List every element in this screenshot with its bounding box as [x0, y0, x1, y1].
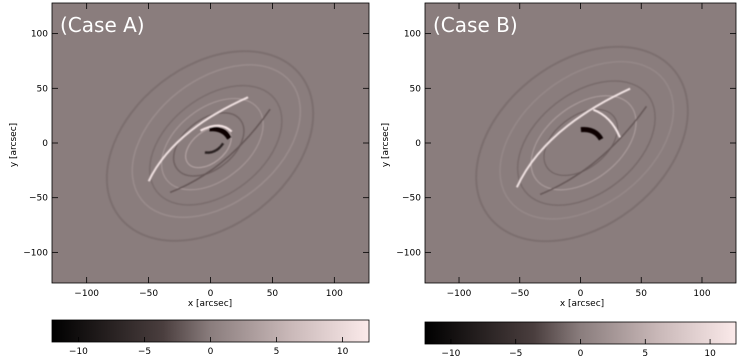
x-axis-label-a: x [arcsec] — [188, 299, 232, 309]
x-tick-label-a: 100 — [326, 289, 343, 299]
colorbar-tick-label-a: 10 — [337, 347, 349, 357]
x-axis-label-b: x [arcsec] — [560, 299, 604, 309]
x-tick-label-b: 50 — [636, 289, 648, 299]
x-tick-label-b: 0 — [578, 289, 584, 299]
x-tick-label-a: 0 — [208, 289, 214, 299]
flare-structure-b — [475, 45, 689, 243]
colorbar-ticks-b: −10 −5 0 5 10 — [441, 339, 716, 357]
y-tick-label-a: −100 — [23, 248, 48, 258]
colorbar-ticks-a: −10 −5 0 5 10 — [69, 337, 349, 357]
y-tick-label-b: 100 — [404, 30, 421, 40]
y-tick-label-b: 0 — [415, 139, 421, 149]
image-background-a — [52, 3, 369, 283]
colorbar-tick-label-b: −10 — [441, 349, 460, 357]
x-tick-label-b: 100 — [693, 289, 710, 299]
y-tick-label-a: 100 — [31, 30, 48, 40]
colorbar-b: −10 −5 0 5 10 — [424, 321, 737, 357]
panel-title-a: (Case A) — [60, 13, 145, 37]
colorbar-tick-label-b: 10 — [704, 349, 716, 357]
plot-area-a: (Case A) y [arcsec] x [arcsec] −100 −50 0 5… — [9, 2, 370, 309]
frame-b — [424, 2, 737, 284]
y-tick-label-b: 50 — [410, 84, 422, 94]
y-axis-label-a: y [arcsec] — [9, 123, 19, 167]
colorbar-tick-label-b: 0 — [578, 349, 584, 357]
colorbar-a: −10 −5 0 5 10 — [51, 319, 370, 357]
image-background-b — [425, 3, 736, 283]
flare-structure-a — [105, 50, 315, 242]
ticks-b: −100 −50 0 50 100 −100 −50 0 50 100 — [396, 3, 736, 299]
colorbar-tick-label-b: −5 — [509, 349, 522, 357]
x-tick-label-a: −50 — [139, 289, 158, 299]
colorbar-tick-label-a: −10 — [69, 347, 88, 357]
y-tick-label-b: −100 — [396, 248, 421, 258]
colorbar-gradient-b — [424, 321, 737, 345]
y-tick-label-a: 0 — [42, 139, 48, 149]
x-tick-label-b: −50 — [510, 289, 529, 299]
colorbar-tick-label-b: 5 — [642, 349, 648, 357]
x-tick-label-a: 50 — [267, 289, 279, 299]
x-tick-label-a: −100 — [74, 289, 99, 299]
colorbar-tick-label-a: 5 — [274, 347, 280, 357]
plot-area-b: (Case B) y [arcsec] x [arcsec] −100 −50 0 5… — [381, 2, 737, 309]
colorbar-tick-label-a: −5 — [138, 347, 151, 357]
x-tick-label-b: −100 — [447, 289, 472, 299]
y-tick-label-b: −50 — [402, 194, 421, 204]
panel-title-b: (Case B) — [433, 13, 518, 37]
colorbar-gradient-a — [51, 319, 370, 343]
y-axis-label-b: y [arcsec] — [381, 123, 391, 167]
colorbar-tick-label-a: 0 — [208, 347, 214, 357]
y-tick-label-a: 50 — [37, 84, 49, 94]
ticks-a: −100 −50 0 50 100 −100 −50 0 50 100 — [23, 3, 369, 299]
frame-a — [51, 2, 370, 284]
y-tick-label-a: −50 — [29, 194, 48, 204]
